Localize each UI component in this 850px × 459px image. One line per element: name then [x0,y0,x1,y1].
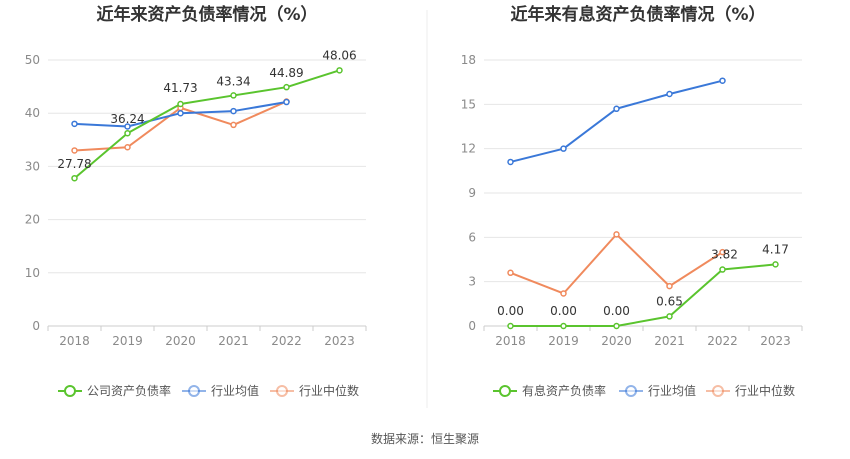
series-line-industry_median [510,233,724,295]
legend-label: 行业均值 [648,383,696,398]
data-source: 数据来源：恒生聚源 [371,431,479,446]
legend-swatch-marker [64,385,76,397]
legend-swatch-marker [276,385,288,397]
chart-debt-ratio: 0 10 20 30 40 50 2018 2019 2020 2021 2022 2023 27.78… [25,48,367,398]
legend-label: 公司资产负债率 [87,383,171,398]
chart-interest-debt-ratio: 0 3 6 9 12 15 18 2018 2019 2020 2021 2022 2023 0.00 0.… [461,53,803,398]
x-tick-label: 2021 [218,334,249,348]
legend-label: 行业均值 [211,383,259,398]
y-tick-label: 30 [25,159,40,173]
legend-item-industry_avg[interactable]: 行业均值 [619,383,696,398]
data-point-company[interactable] [177,100,184,108]
data-point-industry_avg[interactable] [283,98,290,106]
x-tick-label: 2022 [271,334,302,348]
data-point-company[interactable] [71,174,78,182]
series-line-company [510,263,776,327]
data-point-industry_median[interactable] [719,248,726,256]
data-label: 27.78 [57,157,91,171]
data-point-company[interactable] [666,313,673,320]
data-label: 0.00 [550,304,577,318]
data-point-industry_median[interactable] [613,231,620,238]
y-tick-label: 3 [468,275,476,289]
x-tick-label: 2019 [112,334,143,348]
data-label: 0.65 [656,294,683,308]
data-point-company[interactable] [613,322,620,330]
x-tick-label: 2020 [165,334,196,348]
chart-title-debt-ratio: 近年来资产负债率情况（%） [96,4,317,25]
y-tick-label: 20 [25,213,40,227]
data-label: 48.06 [322,48,356,62]
legend-item-company[interactable]: 公司资产负债率 [58,383,171,398]
x-tick-label: 2018 [495,334,526,348]
data-point-industry_median[interactable] [666,282,673,290]
data-point-company[interactable] [336,67,343,74]
data-point-company[interactable] [719,266,726,273]
data-point-industry_median[interactable] [71,147,78,154]
data-point-industry_median[interactable] [230,121,237,129]
data-point-industry_avg[interactable] [666,90,673,98]
legend-item-industry_avg[interactable]: 行业均值 [182,383,259,398]
legend-swatch-marker [712,385,724,397]
y-tick-label: 0 [468,319,476,333]
data-point-industry_avg[interactable] [719,77,726,84]
data-point-industry_avg[interactable] [177,109,184,117]
data-label: 0.00 [497,304,524,318]
x-tick-label: 2023 [760,334,791,348]
data-point-company[interactable] [507,322,514,330]
y-tick-label: 12 [461,142,476,156]
data-point-company[interactable] [124,129,131,137]
data-label: 41.73 [163,81,197,95]
data-point-company[interactable] [283,83,290,91]
legend-swatch-marker [499,385,511,397]
data-point-industry_avg[interactable] [613,105,620,113]
data-label: 0.00 [603,304,630,318]
data-point-industry_avg[interactable] [124,123,131,130]
data-point-industry_median[interactable] [560,290,567,297]
legend-item-industry_median[interactable]: 行业中位数 [270,383,359,398]
x-tick-label: 2018 [59,334,90,348]
data-label: 43.34 [216,74,250,88]
y-tick-label: 6 [468,230,476,244]
y-tick-label: 0 [32,319,40,333]
y-tick-label: 15 [461,97,476,111]
data-label: 36.24 [110,112,144,126]
data-label: 3.82 [711,248,738,262]
data-label: 4.17 [762,242,789,256]
legend-label: 行业中位数 [735,383,795,398]
data-point-company[interactable] [772,261,779,268]
data-label: 44.89 [269,66,303,80]
legend-swatch-marker [188,385,200,397]
x-tick-label: 2021 [654,334,685,348]
data-point-industry_median[interactable] [507,269,514,277]
legend-item-industry_median[interactable]: 行业中位数 [706,383,795,398]
x-tick-label: 2020 [601,334,632,348]
legend-label: 行业中位数 [299,383,359,398]
data-point-industry_avg[interactable] [230,107,237,115]
chart-title-interest-debt-ratio: 近年来有息资产负债率情况（%） [510,4,765,25]
data-point-company[interactable] [560,322,567,330]
x-tick-label: 2019 [548,334,579,348]
data-point-industry_median[interactable] [124,143,131,151]
y-tick-label: 18 [461,53,476,67]
legend-label: 有息资产负债率 [522,383,606,398]
series-line-industry_avg [510,79,723,163]
data-point-industry_avg[interactable] [507,158,514,166]
data-point-company[interactable] [230,92,237,99]
y-tick-label: 50 [25,53,40,67]
x-tick-label: 2023 [324,334,355,348]
data-point-industry_avg[interactable] [560,145,567,152]
data-point-industry_avg[interactable] [71,120,78,128]
series-line-company [73,69,340,179]
legend-swatch-marker [625,385,637,397]
y-tick-label: 10 [25,266,40,280]
legend-item-company[interactable]: 有息资产负债率 [493,383,606,398]
y-tick-label: 9 [468,186,476,200]
x-tick-label: 2022 [707,334,738,348]
y-tick-label: 40 [25,106,40,120]
